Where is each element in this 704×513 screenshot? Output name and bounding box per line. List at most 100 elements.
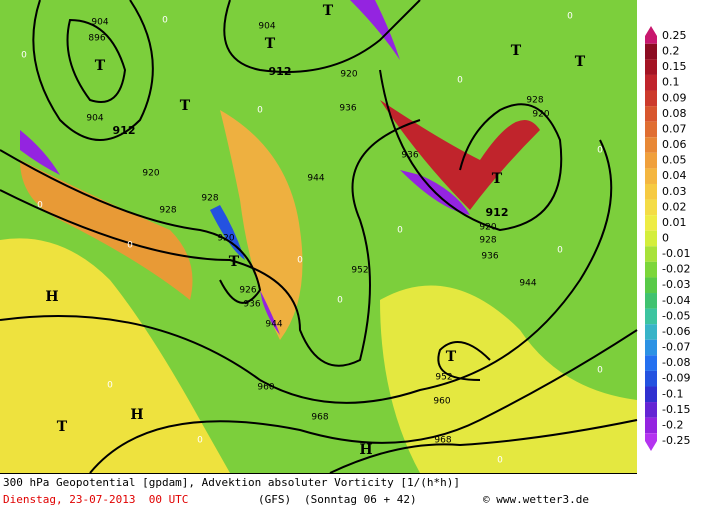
contour-label: 944 <box>307 174 324 184</box>
color-legend: 0.25 0.2 0.15 0.1 0.09 0.08 0.07 0.06 0.05 0.04 0.… <box>645 26 690 451</box>
zero-label: 0 <box>107 381 113 391</box>
contour-label: 920 <box>479 223 496 233</box>
field-region <box>350 0 400 60</box>
low-mark: T <box>446 349 457 365</box>
legend-label: -0.15 <box>662 403 690 416</box>
contour-label: 968 <box>311 413 328 423</box>
contour <box>0 139 613 404</box>
field-region <box>220 110 303 340</box>
legend-label: 0.1 <box>662 76 680 89</box>
zero-label: 0 <box>497 456 503 466</box>
field-region <box>20 130 60 175</box>
legend-swatch <box>645 183 657 200</box>
legend-swatch <box>645 308 657 325</box>
zero-label: 0 <box>597 366 603 376</box>
legend-swatch <box>645 168 657 184</box>
legend-label: 0.09 <box>662 91 687 104</box>
zero-label: 0 <box>337 296 343 306</box>
contour-label: 960 <box>257 383 274 393</box>
legend-swatch <box>645 355 657 371</box>
contour-label: 936 <box>401 151 418 161</box>
contour-label: 968 <box>434 436 451 446</box>
contour-label: 960 <box>433 397 450 407</box>
contour <box>437 341 491 381</box>
legend-swatch <box>645 199 657 216</box>
legend-label: 0.15 <box>662 60 687 73</box>
field-region <box>0 238 230 473</box>
zero-label: 0 <box>127 241 133 251</box>
zero-label: 0 <box>21 51 27 61</box>
contour-label: 920 <box>532 110 549 120</box>
legend-swatch <box>645 402 657 418</box>
legend-label: -0.05 <box>662 309 690 322</box>
footer-model: (GFS) <box>258 493 291 506</box>
contour-label: 904 <box>86 114 103 124</box>
footer-date: Dienstag, 23-07-2013 00 UTC <box>3 493 188 506</box>
legend-label: -0.09 <box>662 372 690 385</box>
contour <box>66 18 127 103</box>
legend-swatch <box>645 43 657 60</box>
legend-swatch <box>645 370 657 387</box>
contour <box>329 419 638 474</box>
legend-label: -0.03 <box>662 278 690 291</box>
legend-label: -0.25 <box>662 434 690 447</box>
zero-label: 0 <box>162 16 168 26</box>
legend-arrow <box>645 433 657 451</box>
legend-label: 0.01 <box>662 216 687 229</box>
legend-label: 0.07 <box>662 122 687 135</box>
zero-label: 0 <box>297 256 303 266</box>
zero-label: 0 <box>597 146 603 156</box>
low-mark: T <box>492 171 503 187</box>
zero-label: 0 <box>397 226 403 236</box>
zero-label: 0 <box>567 12 573 22</box>
contour-label: 944 <box>519 279 536 289</box>
contour-label: 936 <box>243 300 260 310</box>
footer-background <box>0 473 637 513</box>
legend-swatch <box>645 386 657 403</box>
zero-label: 0 <box>197 436 203 446</box>
legend-swatch <box>645 90 657 107</box>
legend-swatch <box>645 74 657 91</box>
contour-label: 896 <box>88 34 105 44</box>
legend-label: -0.06 <box>662 325 690 338</box>
legend-label: 0 <box>662 232 669 245</box>
high-mark: H <box>130 407 143 423</box>
high-mark: H <box>45 289 58 305</box>
contour-label: 936 <box>339 104 356 114</box>
legend-label: -0.04 <box>662 294 690 307</box>
legend-swatch <box>645 261 657 278</box>
contour <box>379 69 563 232</box>
field-region <box>380 285 637 473</box>
low-mark: T <box>265 36 276 52</box>
legend-swatch <box>645 293 657 309</box>
legend-label: 0.04 <box>662 169 687 182</box>
contour-label: 912 <box>486 206 509 219</box>
field-region <box>380 100 540 210</box>
legend-swatch <box>645 215 657 231</box>
legend-swatch <box>645 137 657 153</box>
footer-credit: © www.wetter3.de <box>483 493 589 506</box>
contour-label: 920 <box>340 70 357 80</box>
contour <box>0 149 262 304</box>
zero-label: 0 <box>557 246 563 256</box>
legend-label: -0.01 <box>662 247 690 260</box>
contour-label: 952 <box>351 266 368 276</box>
footer-title: 300 hPa Geopotential [gpdam], Advektion … <box>3 476 460 489</box>
field-region <box>260 290 280 335</box>
map: 904 896 904 912 904 912 920 920 928 920 … <box>0 0 638 474</box>
footer-run: (Sonntag 06 + 42) <box>304 493 417 506</box>
legend-label: -0.2 <box>662 418 683 431</box>
legend-swatch <box>645 324 657 340</box>
low-mark: T <box>180 98 191 114</box>
legend-swatch <box>645 152 657 169</box>
contour <box>32 0 154 141</box>
contour-label: 952 <box>435 373 452 383</box>
legend-label: -0.08 <box>662 356 690 369</box>
field-region <box>20 160 193 300</box>
legend-label: 0.2 <box>662 45 680 58</box>
low-mark: T <box>229 254 240 270</box>
legend-swatch <box>645 59 657 75</box>
legend-label: 0.06 <box>662 138 687 151</box>
contour-label: 912 <box>113 124 136 137</box>
